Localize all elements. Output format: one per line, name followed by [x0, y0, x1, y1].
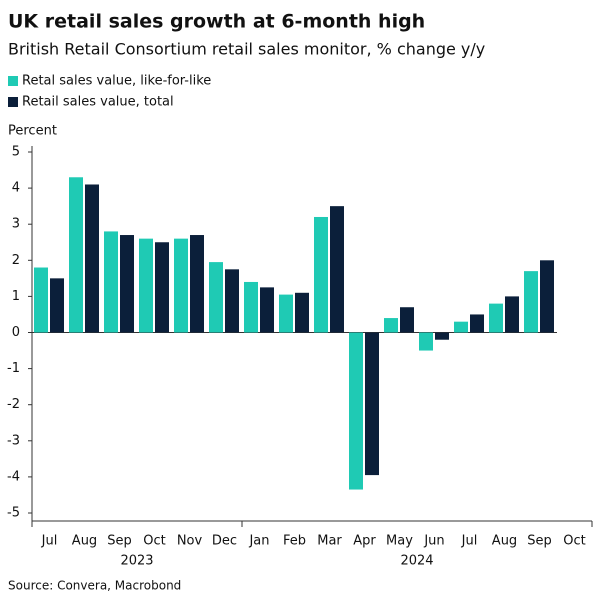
bar [435, 332, 449, 340]
x-tick-label: Jan [248, 534, 269, 549]
x-tick-label: Nov [177, 534, 203, 549]
bar [295, 292, 309, 333]
bar [85, 184, 99, 333]
x-tick-label: Feb [283, 534, 306, 549]
bar [454, 321, 468, 333]
bar [260, 287, 274, 333]
y-tick-label: 5 [12, 145, 20, 160]
bar [104, 231, 118, 333]
bar [34, 267, 48, 333]
bar [209, 262, 223, 333]
chart-subtitle: British Retail Consortium retail sales m… [8, 40, 485, 59]
y-tick-label: -1 [7, 361, 20, 376]
y-axis-label: Percent [8, 124, 57, 139]
bar [365, 332, 379, 476]
year-label: 2023 [120, 554, 153, 569]
bar [50, 278, 64, 333]
y-tick-label: 2 [12, 253, 20, 268]
y-tick-label: -3 [7, 433, 20, 448]
x-tick-label: Sep [527, 534, 552, 549]
bar [120, 235, 134, 333]
bar [524, 271, 538, 333]
x-tick-label: Aug [72, 534, 97, 549]
y-tick-label: 1 [12, 289, 20, 304]
y-tick-label: 0 [12, 325, 20, 340]
bar [69, 177, 83, 333]
bar [155, 242, 169, 333]
bar [244, 281, 258, 333]
x-tick-label: May [386, 534, 413, 549]
legend-label: Retal sales value, like-for-like [22, 74, 211, 89]
bar [489, 303, 503, 333]
x-tick-label: Mar [317, 534, 342, 549]
bar [139, 238, 153, 333]
x-tick-label: Jul [461, 534, 478, 549]
x-tick-label: Jun [423, 534, 444, 549]
bar [174, 238, 188, 333]
legend-label: Retail sales value, total [22, 95, 174, 110]
year-label: 2024 [400, 554, 433, 569]
x-tick-label: Aug [492, 534, 517, 549]
bar [470, 314, 484, 333]
bar [400, 307, 414, 333]
bar [279, 294, 293, 333]
x-tick-label: Oct [563, 534, 585, 549]
y-tick-label: 4 [12, 181, 20, 196]
bar [190, 235, 204, 333]
y-tick-label: -2 [7, 397, 20, 412]
bar [225, 269, 239, 333]
x-tick-label: Dec [212, 534, 237, 549]
bar [384, 318, 398, 333]
x-tick-label: Oct [143, 534, 165, 549]
legend-swatch [8, 97, 18, 107]
source: Source: Convera, Macrobond [8, 579, 181, 593]
bar [349, 332, 363, 490]
bar [330, 206, 344, 333]
bar [419, 332, 433, 351]
chart-title: UK retail sales growth at 6-month high [8, 11, 425, 33]
y-tick-label: -5 [7, 506, 20, 521]
y-tick-label: 3 [12, 217, 20, 232]
bar [505, 296, 519, 333]
x-tick-label: Sep [107, 534, 132, 549]
bar [314, 216, 328, 333]
bar [540, 260, 554, 333]
x-tick-label: Apr [353, 534, 376, 549]
y-tick-label: -4 [7, 469, 20, 484]
x-tick-label: Jul [41, 534, 58, 549]
legend-swatch [8, 76, 18, 86]
